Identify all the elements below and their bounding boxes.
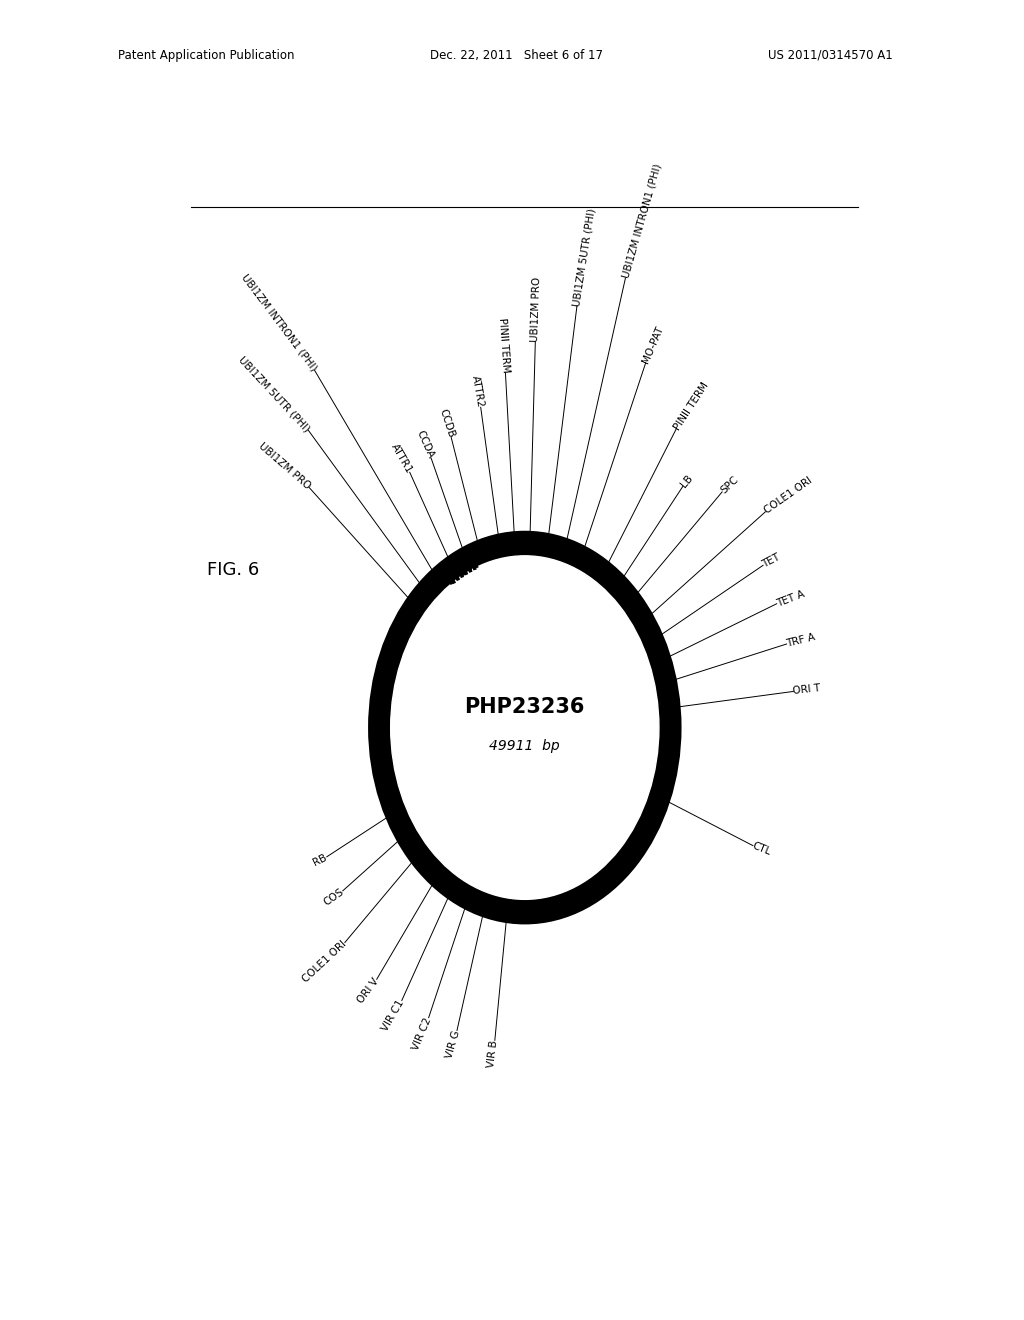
Polygon shape (660, 702, 672, 725)
Polygon shape (508, 539, 525, 553)
Polygon shape (496, 541, 512, 556)
Polygon shape (525, 537, 543, 552)
Polygon shape (475, 548, 493, 562)
Text: COLE1 ORI: COLE1 ORI (763, 475, 814, 516)
Text: ORI V: ORI V (355, 977, 381, 1006)
Polygon shape (473, 898, 490, 912)
Polygon shape (429, 863, 445, 882)
Polygon shape (543, 539, 560, 553)
Text: VIR G: VIR G (444, 1030, 462, 1060)
Polygon shape (418, 585, 434, 605)
Text: Patent Application Publication: Patent Application Publication (118, 49, 294, 62)
Polygon shape (495, 903, 512, 917)
Polygon shape (559, 544, 577, 557)
Text: UBI1ZM INTRON1 (PHI): UBI1ZM INTRON1 (PHI) (621, 162, 663, 280)
Polygon shape (423, 579, 439, 598)
Text: ORI T: ORI T (793, 684, 821, 697)
Text: UBI1ZM 5UTR (PHI): UBI1ZM 5UTR (PHI) (572, 207, 597, 306)
Text: ATTR2: ATTR2 (470, 375, 485, 408)
Text: PINII TERM: PINII TERM (497, 318, 510, 374)
Text: VIR B: VIR B (486, 1040, 500, 1068)
Text: SPC: SPC (719, 474, 740, 495)
Text: COLE1 ORI: COLE1 ORI (300, 939, 348, 985)
Polygon shape (644, 634, 656, 656)
Text: TRF A: TRF A (785, 632, 816, 649)
Polygon shape (574, 550, 592, 565)
Text: UBI1ZM PRO: UBI1ZM PRO (257, 441, 312, 491)
Polygon shape (652, 789, 664, 812)
Text: VIR C1: VIR C1 (380, 998, 407, 1032)
Text: CCDB: CCDB (437, 408, 456, 440)
Text: CTL: CTL (751, 841, 773, 858)
Text: TET: TET (761, 552, 782, 570)
Polygon shape (552, 541, 569, 556)
Text: UBI1ZM INTRON1 (PHI): UBI1ZM INTRON1 (PHI) (240, 273, 318, 374)
Text: PHP23236: PHP23236 (465, 697, 585, 717)
Text: ATTR1: ATTR1 (389, 442, 414, 475)
Text: UBI1ZM 5UTR (PHI): UBI1ZM 5UTR (PHI) (237, 354, 312, 434)
Circle shape (391, 556, 658, 899)
Polygon shape (596, 565, 613, 583)
Text: UBI1ZM PRO: UBI1ZM PRO (530, 276, 543, 342)
Text: COS: COS (322, 887, 346, 908)
Polygon shape (654, 783, 666, 805)
Text: PINII TERM: PINII TERM (672, 380, 711, 432)
Text: TET A: TET A (775, 589, 806, 609)
Text: LB: LB (679, 473, 695, 490)
Text: CCDA: CCDA (415, 429, 436, 461)
Polygon shape (511, 539, 527, 553)
Text: FIG. 6: FIG. 6 (207, 561, 260, 579)
Text: RB: RB (312, 853, 329, 867)
Polygon shape (651, 655, 663, 677)
Text: VIR C2: VIR C2 (411, 1015, 433, 1051)
Polygon shape (487, 902, 505, 916)
Polygon shape (442, 878, 460, 895)
Text: Dec. 22, 2011   Sheet 6 of 17: Dec. 22, 2011 Sheet 6 of 17 (430, 49, 603, 62)
Polygon shape (635, 615, 649, 636)
Polygon shape (657, 677, 668, 700)
Polygon shape (409, 599, 424, 620)
Polygon shape (623, 594, 638, 615)
Polygon shape (429, 573, 445, 591)
Polygon shape (458, 890, 475, 904)
Polygon shape (436, 873, 454, 890)
Text: MO-PAT: MO-PAT (641, 325, 666, 364)
Text: 49911  bp: 49911 bp (489, 739, 560, 752)
Text: US 2011/0314570 A1: US 2011/0314570 A1 (768, 49, 893, 62)
